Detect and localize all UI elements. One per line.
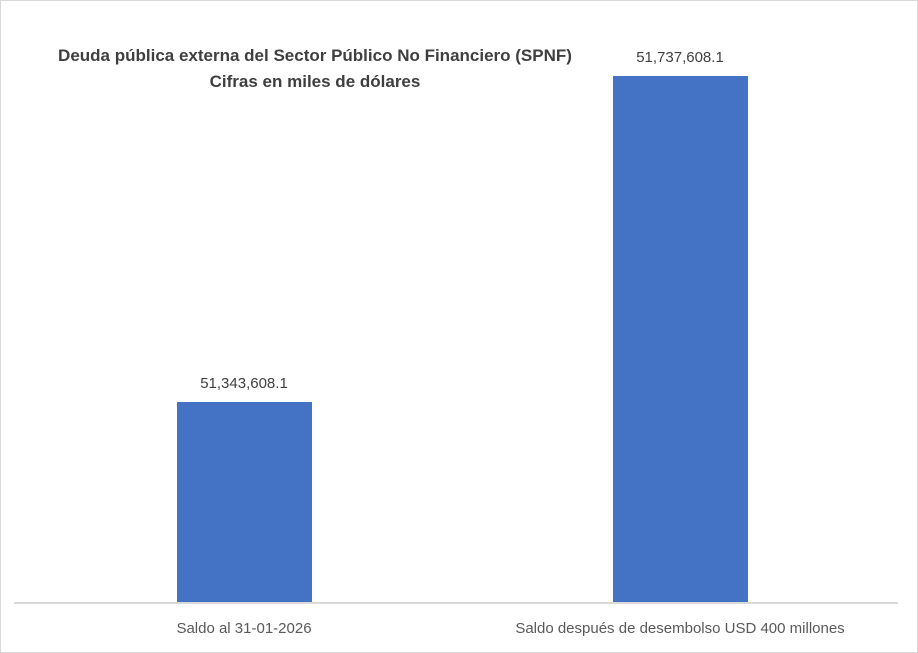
bar-group-saldo-despues-desembolso: 51,737,608.1 bbox=[560, 48, 800, 604]
category-label-saldo-despues-desembolso: Saldo después de desembolso USD 400 mill… bbox=[515, 620, 845, 637]
chart-title-line2: Cifras en miles de dólares bbox=[209, 72, 421, 91]
x-axis-line bbox=[14, 602, 898, 604]
category-label-saldo-al-31-01-2026: Saldo al 31-01-2026 bbox=[176, 620, 312, 637]
bar-group-saldo-al-31-01-2026: 51,343,608.1 bbox=[124, 374, 364, 604]
bar-saldo-despues-desembolso bbox=[612, 76, 748, 604]
plot-area: 51,343,608.1 51,737,608.1 bbox=[14, 24, 898, 604]
chart-title-line1: Deuda pública externa del Sector Público… bbox=[58, 46, 572, 65]
chart-title: Deuda pública externa del Sector Público… bbox=[15, 43, 615, 95]
data-label: 51,737,608.1 bbox=[636, 49, 724, 66]
bar-saldo-al-31-01-2026 bbox=[176, 402, 312, 604]
data-label: 51,343,608.1 bbox=[200, 375, 288, 392]
